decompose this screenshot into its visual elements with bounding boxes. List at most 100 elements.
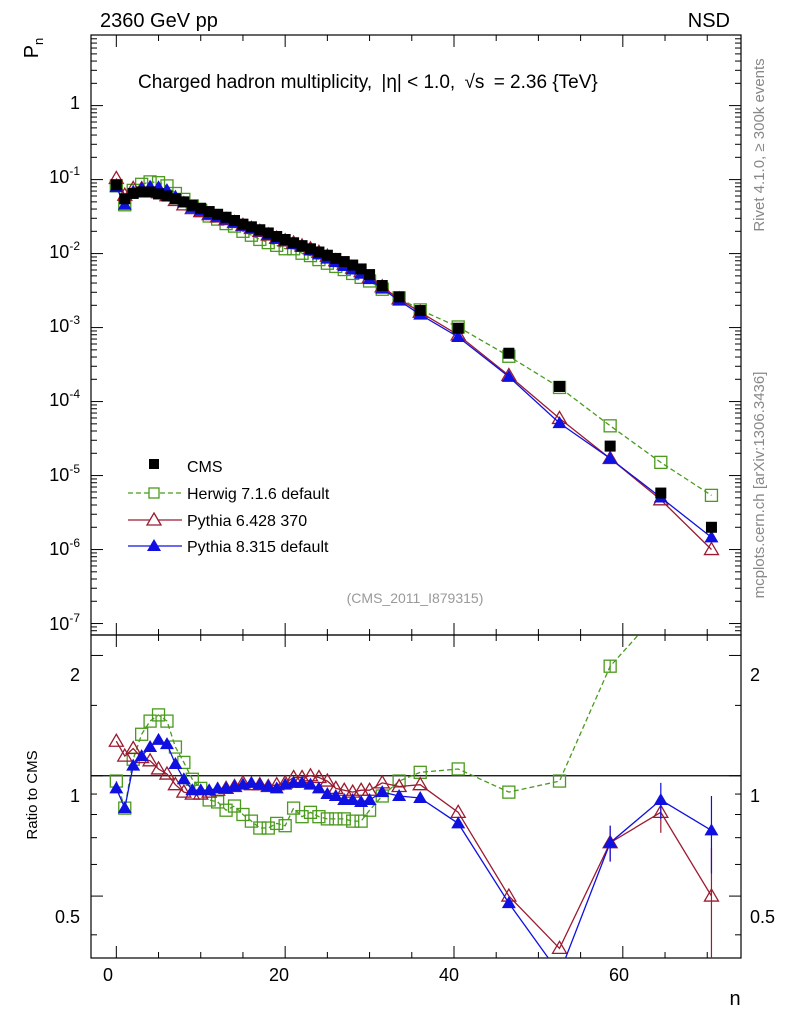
rivet-version-label: Rivet 4.1.0, ≥ 300k events bbox=[751, 58, 768, 231]
x-tick-label: 0 bbox=[103, 965, 113, 985]
cms-point bbox=[203, 206, 215, 218]
pythia8-ratio-point bbox=[501, 896, 516, 909]
legend-pythia8-marker bbox=[147, 539, 161, 551]
cms-point bbox=[364, 269, 376, 281]
pythia8-ratio-point bbox=[451, 816, 466, 829]
pythia6-ratio-point bbox=[703, 887, 720, 902]
pythia8-ratio-point bbox=[176, 772, 191, 785]
pythia8-ratio-point bbox=[362, 792, 377, 805]
cms-point bbox=[604, 440, 616, 452]
cms-point bbox=[355, 263, 367, 275]
series-layer bbox=[108, 170, 720, 958]
herwig-ratio-point bbox=[286, 801, 301, 815]
herwig-ratio-point bbox=[303, 805, 318, 819]
herwig-ratio-point bbox=[261, 821, 275, 835]
pythia8-point bbox=[704, 530, 719, 543]
cms-point bbox=[127, 187, 139, 199]
cms-point bbox=[304, 243, 316, 255]
legend-pythia8-label: Pythia 8.315 default bbox=[187, 539, 329, 556]
herwig-ratio-point bbox=[346, 814, 360, 828]
pythia6-ratio-point bbox=[319, 772, 336, 787]
y-axis-label-sub: n bbox=[31, 38, 46, 45]
legend-herwig-marker bbox=[148, 487, 160, 499]
cms-point bbox=[321, 249, 333, 261]
header-process-label: NSD bbox=[688, 10, 730, 32]
y-tick-label: 1 bbox=[70, 93, 80, 113]
x-tick-label: 20 bbox=[269, 965, 289, 985]
herwig-ratio-point bbox=[705, 597, 717, 609]
ratio-tick-label-right: 0.5 bbox=[750, 907, 775, 927]
pythia8-point bbox=[552, 416, 567, 429]
cms-point bbox=[186, 199, 198, 211]
herwig-ratio-point bbox=[134, 727, 149, 741]
ratio-tick-label: 0.5 bbox=[55, 907, 80, 927]
cms-point bbox=[705, 521, 717, 533]
chart-title-energy: = 2.36 {TeV} bbox=[494, 72, 598, 93]
pythia8-ratio-point bbox=[704, 823, 719, 836]
pythia8-ratio-point bbox=[269, 781, 284, 794]
pythia8-ratio-point bbox=[295, 775, 310, 788]
pythia8-ratio-point bbox=[413, 790, 428, 803]
axis-ticks bbox=[91, 34, 741, 958]
pythia6-ratio-point bbox=[150, 760, 167, 775]
pythia8-ratio-point bbox=[653, 792, 668, 805]
cms-point bbox=[279, 234, 291, 246]
x-tick-label: 40 bbox=[439, 965, 459, 985]
pythia8-ratio-point bbox=[252, 777, 267, 790]
pythia8-point bbox=[603, 451, 618, 464]
herwig-ratio-point bbox=[552, 774, 567, 788]
header-energy-label: 2360 GeV pp bbox=[100, 10, 218, 32]
y-tick-label: 10-3 bbox=[49, 313, 80, 336]
pythia8-ratio-point bbox=[151, 732, 166, 745]
cms-point bbox=[144, 186, 156, 198]
pythia6-ratio-point bbox=[116, 747, 133, 762]
cms-point bbox=[452, 322, 464, 334]
cms-point bbox=[178, 196, 190, 208]
y-tick-label: 10-7 bbox=[49, 611, 80, 634]
cms-point bbox=[313, 246, 325, 258]
cms-point bbox=[169, 193, 181, 205]
pythia8-point bbox=[501, 369, 516, 382]
herwig-line bbox=[115, 181, 712, 496]
chart-title: Charged hadron multiplicity, |η| < 1.0, … bbox=[138, 72, 598, 93]
pythia8-ratio-point bbox=[168, 757, 183, 770]
cms-point bbox=[288, 237, 300, 249]
pythia8-ratio-point bbox=[345, 792, 360, 805]
legend: CMS Herwig 7.1.6 default Pythia 6.428 37… bbox=[128, 459, 330, 556]
herwig-point bbox=[603, 419, 617, 433]
cms-point bbox=[262, 227, 274, 239]
legend-cms-marker bbox=[149, 459, 159, 469]
ratio-panel-frame bbox=[90, 634, 742, 959]
herwig-ratio-point bbox=[295, 810, 309, 824]
pythia6-ratio-point bbox=[175, 783, 192, 798]
y-tick-label: 10-4 bbox=[49, 387, 80, 410]
x-axis-label: n bbox=[729, 988, 740, 1010]
cms-point bbox=[136, 186, 148, 198]
herwig-ratio-point bbox=[354, 814, 368, 828]
cms-point bbox=[393, 291, 405, 303]
legend-pythia6-marker bbox=[145, 511, 163, 526]
herwig-ratio-point bbox=[227, 799, 242, 813]
main-panel-series bbox=[108, 170, 720, 556]
pythia8-ratio-point bbox=[303, 777, 318, 790]
herwig-point bbox=[654, 455, 668, 470]
cms-point bbox=[153, 188, 165, 200]
pythia6-ratio-point bbox=[412, 776, 429, 791]
herwig-ratio-point bbox=[603, 659, 617, 673]
legend-pythia6-label: Pythia 6.428 370 bbox=[187, 513, 307, 530]
pythia8-line bbox=[115, 186, 712, 538]
pythia8-ratio-point bbox=[159, 737, 174, 750]
cms-point bbox=[254, 224, 266, 236]
pythia6-ratio-point bbox=[125, 740, 142, 755]
pythia8-ratio-point bbox=[126, 758, 141, 771]
cms-point bbox=[330, 252, 342, 264]
herwig-ratio-point bbox=[253, 821, 267, 835]
ratio-tick-label-right: 2 bbox=[750, 665, 760, 685]
pythia8-ratio-point bbox=[603, 835, 618, 848]
herwig-ratio-line bbox=[115, 635, 640, 829]
cms-point bbox=[554, 380, 566, 392]
herwig-ratio-point bbox=[655, 604, 667, 616]
chart-title-text: Charged hadron multiplicity, bbox=[138, 72, 372, 93]
y-axis-label-p: P bbox=[21, 45, 43, 58]
ratio-tick-label-right: 1 bbox=[750, 786, 760, 806]
